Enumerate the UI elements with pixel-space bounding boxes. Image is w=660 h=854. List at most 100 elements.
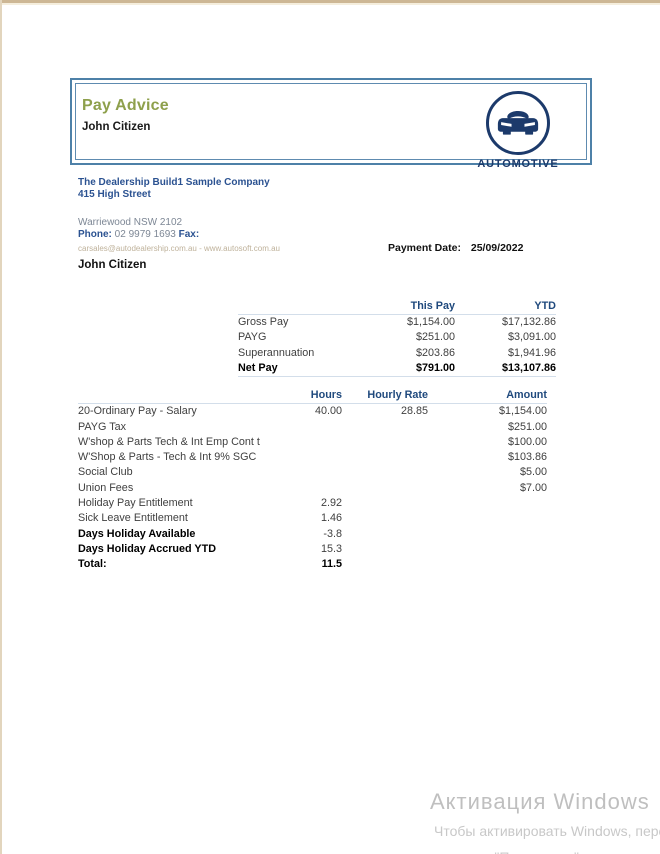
phone-number: 02 9979 1693 <box>114 229 176 240</box>
column-header-this-pay: This Pay <box>410 300 455 312</box>
table-row-net-pay: Net Pay $791.00 $13,107.86 <box>238 361 556 377</box>
company-block: The Dealership Build1 Sample Company 415… <box>78 177 280 271</box>
table-row: Days Holiday Available -3.8 <box>78 527 547 542</box>
hours-value <box>278 435 342 450</box>
amount-value <box>428 542 547 557</box>
table-row: Sick Leave Entitlement 1.46 <box>78 511 547 526</box>
detail-table: Hours Hourly Rate Amount 20-Ordinary Pay… <box>78 388 547 573</box>
hours-value <box>278 465 342 480</box>
rate-value <box>342 465 428 480</box>
rate-value <box>342 481 428 496</box>
watermark-line2: Чтобы активировать Windows, перейдите <box>434 823 660 839</box>
row-label: W'Shop & Parts - Tech & Int 9% SGC <box>78 451 257 464</box>
hours-value <box>278 481 342 496</box>
table-row: PAYG Tax $251.00 <box>78 420 547 435</box>
rate-value <box>342 511 428 526</box>
row-label: W'shop & Parts Tech & Int Emp Cont t <box>78 435 260 448</box>
table-row: 20-Ordinary Pay - Salary 40.00 28.85 $1,… <box>78 404 547 419</box>
summary-header-row: This Pay YTD <box>238 299 556 316</box>
summary-table: This Pay YTD Gross Pay $1,154.00 $17,132… <box>238 299 556 377</box>
ytd-value: $13,107.86 <box>501 361 556 374</box>
employee-name-payee: John Citizen <box>78 259 147 271</box>
hours-value <box>278 450 342 465</box>
table-row: Social Club $5.00 <box>78 465 547 480</box>
hours-value: 2.92 <box>320 497 342 510</box>
page-title: Pay Advice <box>82 97 169 114</box>
window-edge-top <box>0 0 660 3</box>
amount-value <box>428 496 547 511</box>
car-icon <box>495 104 541 143</box>
table-row: Holiday Pay Entitlement 2.92 <box>78 496 547 511</box>
phone-label: Phone: <box>78 229 112 240</box>
ytd-value: $1,941.96 <box>507 346 556 359</box>
table-row: W'shop & Parts Tech & Int Emp Cont t $10… <box>78 435 547 450</box>
row-label: Days Holiday Accrued YTD <box>78 542 217 555</box>
payment-date-label: Payment Date: <box>388 242 461 254</box>
row-label: PAYG <box>238 331 267 344</box>
rate-value <box>342 450 428 465</box>
rate-value <box>342 542 428 557</box>
row-label: PAYG Tax <box>78 420 127 433</box>
amount-value: $100.00 <box>507 435 547 448</box>
contact-line: carsales@autodealership.com.au - www.aut… <box>78 244 280 253</box>
amount-value: $5.00 <box>519 466 547 479</box>
payment-date: Payment Date: 25/09/2022 <box>388 242 523 254</box>
row-label: Holiday Pay Entitlement <box>78 497 193 510</box>
hours-value: 40.00 <box>314 405 342 418</box>
table-row: Superannuation $203.86 $1,941.96 <box>238 346 556 361</box>
amount-value: $1,154.00 <box>498 405 547 418</box>
rate-value: 28.85 <box>400 405 428 418</box>
row-label: Union Fees <box>78 481 134 494</box>
payment-date-value: 25/09/2022 <box>470 242 524 254</box>
amount-value: $103.86 <box>507 451 547 464</box>
amount-value <box>428 511 547 526</box>
watermark-line3: в раздел "Параметры". <box>434 849 583 854</box>
company-city: Warriewood NSW 2102 <box>78 217 183 228</box>
table-row: Union Fees $7.00 <box>78 481 547 496</box>
this-pay-value: $203.86 <box>415 346 455 359</box>
row-label: Gross Pay <box>238 316 289 329</box>
amount-value: $7.00 <box>519 481 547 494</box>
rate-value <box>342 420 428 435</box>
window-edge-left <box>0 0 2 854</box>
rate-value <box>342 527 428 542</box>
automotive-label: AUTOMOTIVE <box>477 158 559 170</box>
pay-advice-header-inner: Pay Advice John Citizen <box>75 83 587 170</box>
row-label: Days Holiday Available <box>78 527 196 540</box>
table-row: Days Holiday Accrued YTD 15.3 <box>78 542 547 557</box>
row-label: Superannuation <box>238 346 315 359</box>
company-name: The Dealership Build1 Sample Company <box>78 177 270 188</box>
table-row: PAYG $251.00 $3,091.00 <box>238 330 556 345</box>
amount-value: $251.00 <box>507 420 547 433</box>
row-label: Total: <box>78 558 107 571</box>
hours-value: 1.46 <box>320 512 342 525</box>
table-row: W'Shop & Parts - Tech & Int 9% SGC $103.… <box>78 450 547 465</box>
column-header-amount: Amount <box>506 389 547 401</box>
this-pay-value: $1,154.00 <box>406 316 455 329</box>
hours-value: 15.3 <box>320 542 342 555</box>
rate-value <box>342 557 428 572</box>
row-label: Social Club <box>78 466 133 479</box>
rate-value <box>342 496 428 511</box>
hours-value: 11.5 <box>321 558 342 571</box>
amount-value <box>428 527 547 542</box>
row-label: Net Pay <box>238 361 278 374</box>
ytd-value: $3,091.00 <box>507 331 556 344</box>
company-street: 415 High Street <box>78 189 151 200</box>
column-header-hourly-rate: Hourly Rate <box>367 389 428 401</box>
amount-value <box>428 557 547 572</box>
pay-advice-header-box: Pay Advice John Citizen <box>70 78 592 170</box>
table-row-total: Total: 11.5 <box>78 557 547 572</box>
watermark-line1: Активация Windows <box>430 789 650 814</box>
table-row: Gross Pay $1,154.00 $17,132.86 <box>238 315 556 330</box>
this-pay-value: $251.00 <box>415 331 455 344</box>
automotive-logo: AUTOMOTIVE <box>476 91 560 170</box>
column-header-hours: Hours <box>310 389 342 401</box>
hours-value <box>278 420 342 435</box>
row-label: 20-Ordinary Pay - Salary <box>78 405 197 418</box>
column-header-ytd: YTD <box>534 300 556 312</box>
phone-line: Phone: 02 9979 1693 Fax: <box>78 229 280 241</box>
this-pay-value: $791.00 <box>415 361 455 374</box>
employee-name: John Citizen <box>82 121 151 133</box>
